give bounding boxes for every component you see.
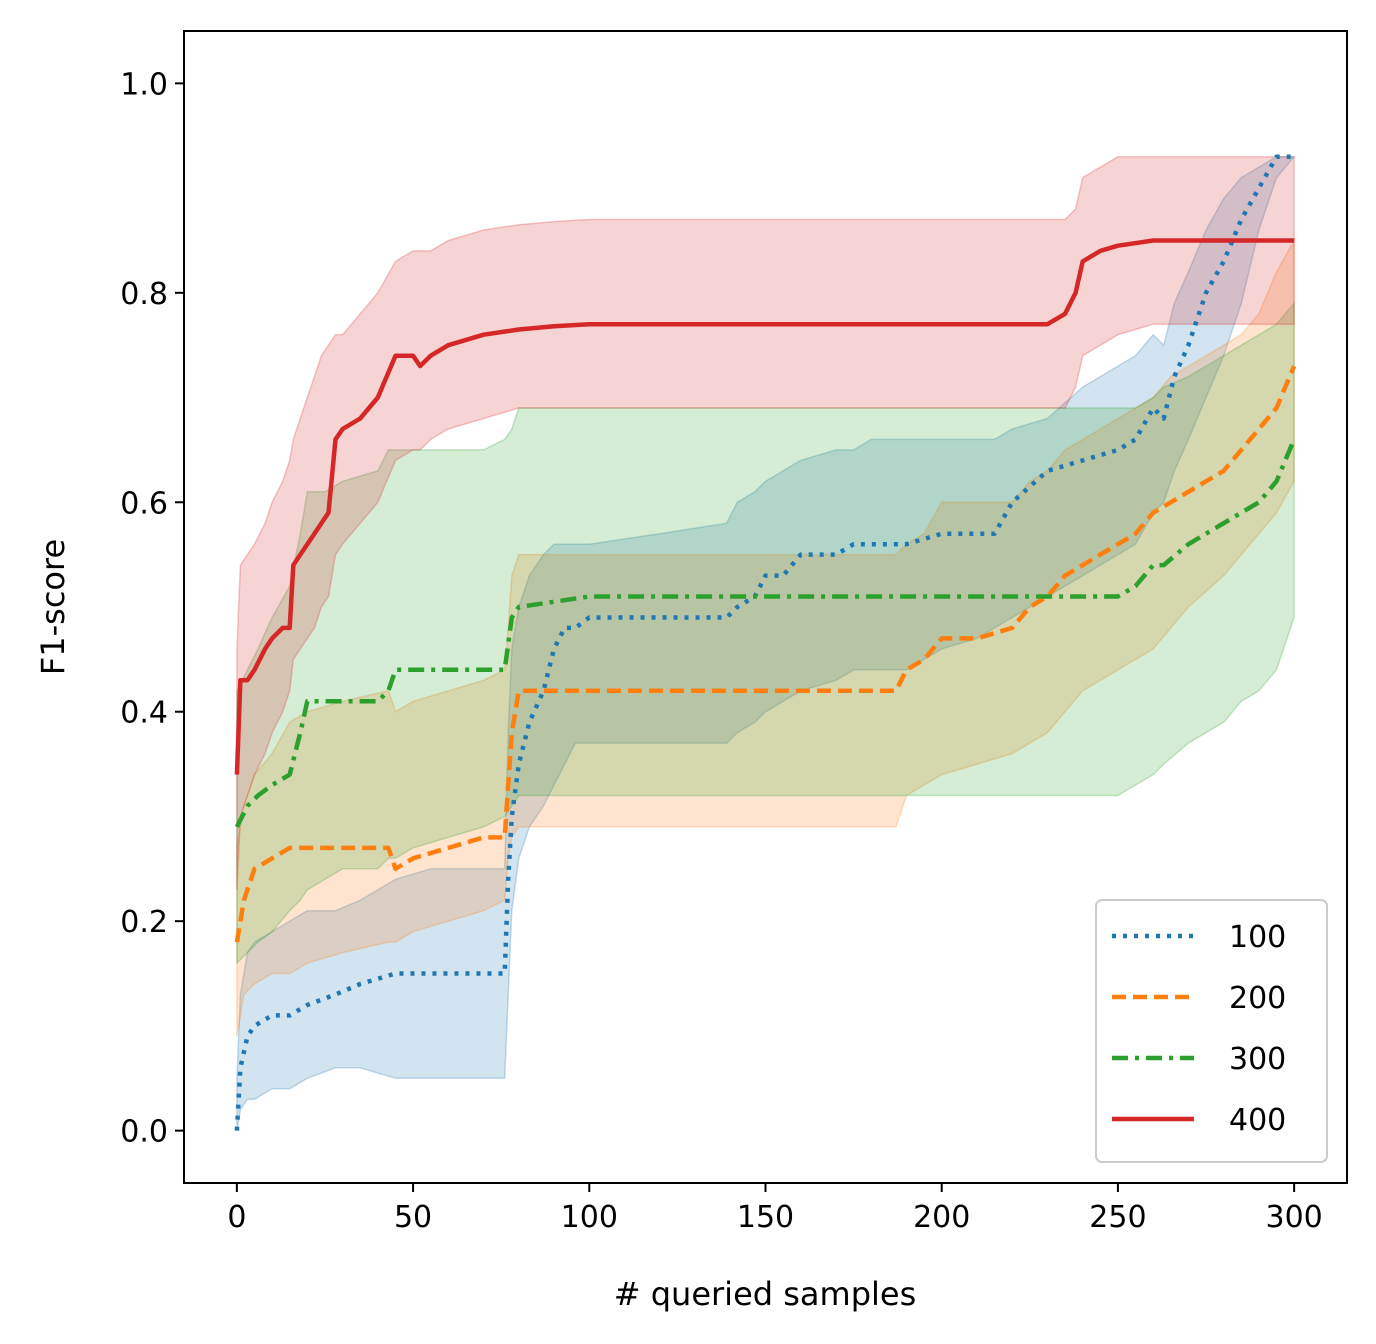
band-series-300 (236, 301, 1295, 965)
line-series-400 (234, 238, 1295, 775)
legend-box (1095, 899, 1328, 1163)
series-lines (234, 154, 1297, 1131)
legend-label-200: 200 (1229, 981, 1286, 1016)
y-tick-label: 0.4 (120, 696, 168, 731)
x-tick-label: 250 (1089, 1200, 1146, 1235)
line-series-200 (234, 365, 1297, 943)
legend-label-400: 400 (1229, 1103, 1286, 1138)
x-tick-label: 200 (913, 1200, 970, 1235)
legend: 100 200 300 400 (1095, 899, 1328, 1163)
y-axis-label: F1-score (34, 539, 72, 675)
x-tick-label: 50 (394, 1200, 432, 1235)
y-tick-label: 0.6 (120, 486, 168, 521)
x-tick-label: 150 (737, 1200, 794, 1235)
legend-label-300: 300 (1229, 1042, 1286, 1077)
y-tick-label: 0.0 (120, 1115, 168, 1150)
band-series-400 (236, 155, 1295, 890)
y-tick-label: 1.0 (120, 67, 168, 102)
line-series-100 (234, 154, 1295, 1131)
x-tick-label: 100 (561, 1200, 618, 1235)
y-tick-label: 0.2 (120, 905, 168, 940)
line-series-300 (234, 438, 1297, 828)
x-tick-label: 300 (1266, 1200, 1323, 1235)
y-tick-label: 0.8 (120, 277, 168, 312)
y-axis-ticks: 0.0 0.2 0.4 0.6 0.8 1.0 (120, 67, 184, 1150)
x-tick-label: 0 (227, 1200, 246, 1235)
x-axis-label: # queried samples (614, 1275, 917, 1313)
x-axis-ticks: 0 50 100 150 200 250 300 (227, 1183, 1323, 1235)
band-series-100 (236, 155, 1296, 1131)
legend-label-100: 100 (1229, 920, 1286, 955)
